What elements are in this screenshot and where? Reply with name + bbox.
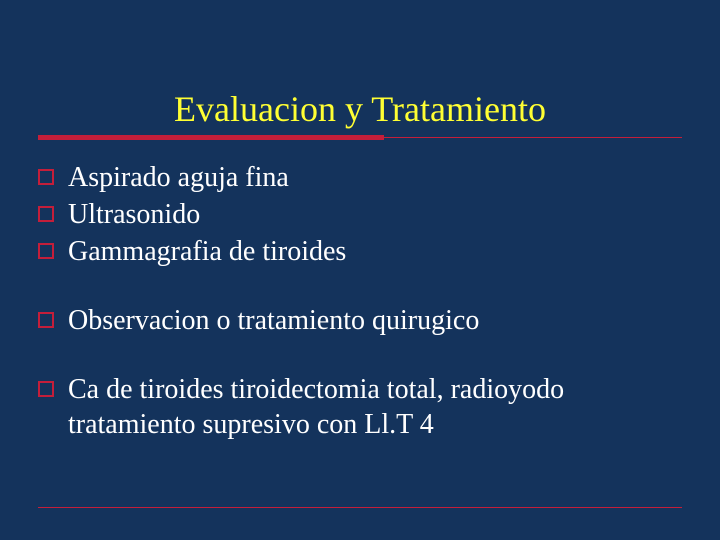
slide: Evaluacion y Tratamiento Aspirado aguja … — [0, 0, 720, 540]
list-item: Ultrasonido — [38, 197, 670, 232]
bullet-group: Aspirado aguja fina Ultrasonido Gammagra… — [38, 160, 670, 269]
content-area: Aspirado aguja fina Ultrasonido Gammagra… — [38, 160, 670, 444]
bullet-group: Ca de tiroides tiroidectomia total, radi… — [38, 372, 670, 442]
list-item-text: Ultrasonido — [68, 197, 200, 232]
list-item: Gammagrafia de tiroides — [38, 234, 670, 269]
bullet-group: Observacion o tratamiento quirugico — [38, 303, 670, 338]
checkbox-icon — [38, 169, 54, 185]
bottom-rule — [38, 507, 682, 508]
underline-thick — [38, 135, 384, 140]
list-item: Observacion o tratamiento quirugico — [38, 303, 670, 338]
checkbox-icon — [38, 206, 54, 222]
checkbox-icon — [38, 243, 54, 259]
list-item-text: Observacion o tratamiento quirugico — [68, 303, 479, 338]
list-item-text: Aspirado aguja fina — [68, 160, 289, 195]
list-item-text: Ca de tiroides tiroidectomia total, radi… — [68, 372, 670, 442]
list-item-text: Gammagrafia de tiroides — [68, 234, 346, 269]
checkbox-icon — [38, 312, 54, 328]
list-item: Aspirado aguja fina — [38, 160, 670, 195]
checkbox-icon — [38, 381, 54, 397]
slide-title: Evaluacion y Tratamiento — [174, 88, 546, 130]
list-item: Ca de tiroides tiroidectomia total, radi… — [38, 372, 670, 442]
title-container: Evaluacion y Tratamiento — [0, 88, 720, 130]
